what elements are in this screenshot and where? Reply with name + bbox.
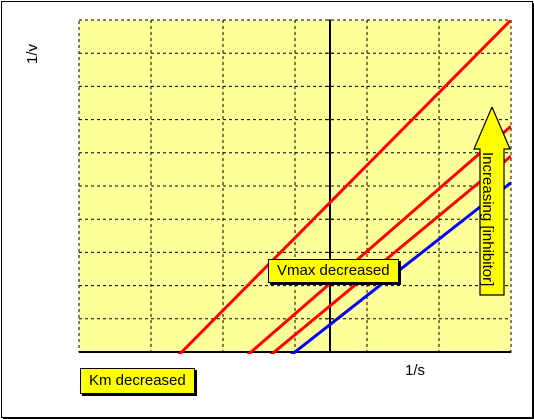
series-line-2 — [246, 125, 511, 354]
y-axis-label: 1/v — [24, 43, 41, 64]
km-decreased-label: Km decreased — [80, 368, 195, 394]
series-line-1 — [177, 20, 511, 354]
x-axis-label: 1/s — [405, 362, 426, 379]
inhibitor-arrow-icon — [473, 107, 511, 296]
vmax-decreased-label: Vmax decreased — [268, 259, 399, 283]
inhibitor-arrow-text: Increasing [inhibitor] — [479, 152, 496, 287]
inhibitor-arrow-label: Increasing [inhibitor] — [472, 152, 502, 297]
